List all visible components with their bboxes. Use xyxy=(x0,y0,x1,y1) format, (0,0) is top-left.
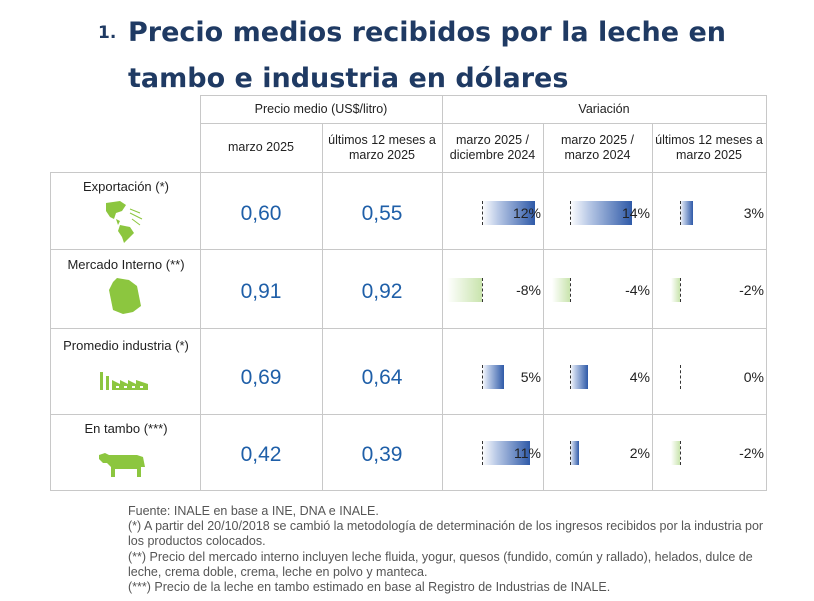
variation-bar-exportacion-1 xyxy=(482,201,535,225)
header-price-group: Precio medio (US$/litro) xyxy=(254,101,388,116)
grid-line xyxy=(50,414,766,415)
row-label-promedio-industria: Promedio industria (*) xyxy=(63,338,189,353)
header-col-var-dec: marzo 2025 / diciembre 2024 xyxy=(449,132,536,162)
price-12m-mercado-interno: 0,92 xyxy=(361,280,403,303)
grid-line xyxy=(766,95,767,491)
price-month-en-tambo: 0,42 xyxy=(240,443,282,466)
grid-line xyxy=(543,123,544,491)
variation-bar-mercado-interno-2 xyxy=(552,278,570,302)
header-variation-group: Variación xyxy=(578,101,630,116)
variation-bar-mercado-interno-3 xyxy=(671,278,680,302)
title-line-2: tambo e industria en dólares xyxy=(128,63,569,94)
grid-line xyxy=(652,123,653,491)
variation-value-exportacion-1: 12% xyxy=(512,205,541,221)
variation-value-promedio-industria-1: 5% xyxy=(520,369,541,385)
grid-line xyxy=(50,328,766,329)
variation-axis xyxy=(680,365,681,389)
variation-axis xyxy=(482,278,483,302)
variation-bar-exportacion-3 xyxy=(680,201,694,225)
variation-bar-promedio-industria-1 xyxy=(482,365,504,389)
variation-value-en-tambo-1: 11% xyxy=(514,445,541,461)
grid-line xyxy=(322,123,323,491)
variation-bar-en-tambo-1 xyxy=(482,441,531,465)
variation-axis xyxy=(482,201,483,225)
footnote-source: Fuente: INALE en base a INE, DNA e INALE… xyxy=(128,504,379,518)
variation-bar-en-tambo-2 xyxy=(570,441,579,465)
variation-axis xyxy=(570,441,571,465)
page-title: 1. Precio medios recibidos por la leche e… xyxy=(98,10,798,102)
cow-icon xyxy=(99,453,145,477)
uruguay-map-icon xyxy=(109,278,141,314)
grid-line xyxy=(442,95,443,491)
variation-bar-en-tambo-3 xyxy=(671,441,680,465)
variation-axis xyxy=(680,278,681,302)
grid-line xyxy=(200,95,766,96)
row-label-mercado-interno: Mercado Interno (**) xyxy=(67,257,185,272)
header-col-var-year: marzo 2025 / marzo 2024 xyxy=(561,132,634,162)
grid-line xyxy=(50,249,766,250)
grid-line xyxy=(200,123,766,124)
price-12m-promedio-industria: 0,64 xyxy=(361,366,403,389)
footnote-farm: (***) Precio de la leche en tambo estima… xyxy=(128,580,611,595)
variation-bar-promedio-industria-2 xyxy=(570,365,588,389)
variation-axis xyxy=(570,278,571,302)
footnote-domestic: (**) Precio del mercado interno incluyen… xyxy=(128,549,753,579)
price-month-mercado-interno: 0,91 xyxy=(240,280,282,303)
grid-line xyxy=(50,172,766,173)
variation-value-promedio-industria-2: 4% xyxy=(629,369,650,385)
variation-value-mercado-interno-2: -4% xyxy=(625,282,650,298)
americas-map-icon xyxy=(106,201,143,243)
variation-axis xyxy=(680,201,681,225)
variation-value-mercado-interno-3: -2% xyxy=(739,282,764,298)
footnotes: Fuente: INALE en base a INE, DNA e INALE… xyxy=(128,504,768,595)
header-col-month: marzo 2025 xyxy=(227,140,294,154)
factory-icon xyxy=(100,372,148,390)
variation-value-mercado-interno-1: -8% xyxy=(516,282,541,298)
variation-value-en-tambo-2: 2% xyxy=(629,445,650,461)
variation-value-exportacion-3: 3% xyxy=(743,205,764,221)
row-label-exportacion: Exportación (*) xyxy=(83,179,169,194)
variation-value-promedio-industria-3: 0% xyxy=(743,369,764,385)
variation-axis xyxy=(570,365,571,389)
variation-bar-mercado-interno-1 xyxy=(446,278,482,302)
row-label-en-tambo: En tambo (***) xyxy=(84,421,168,436)
header-col-12m: últimos 12 meses a marzo 2025 xyxy=(328,132,436,162)
header-col-var-12m: últimos 12 meses a marzo 2025 xyxy=(655,132,763,162)
variation-axis xyxy=(680,441,681,465)
grid-line xyxy=(50,172,51,491)
variation-value-en-tambo-3: -2% xyxy=(739,445,764,461)
price-12m-exportacion: 0,55 xyxy=(361,202,403,225)
variation-value-exportacion-2: 14% xyxy=(621,205,650,221)
variation-bar-exportacion-2 xyxy=(570,201,632,225)
title-line-1: Precio medios recibidos por la leche en xyxy=(128,17,726,48)
grid-line xyxy=(200,95,201,491)
price-month-exportacion: 0,60 xyxy=(240,202,282,225)
variation-axis xyxy=(482,365,483,389)
price-12m-en-tambo: 0,39 xyxy=(361,443,403,466)
title-number: 1. xyxy=(98,23,117,43)
footnote-industry: (*) A partir del 20/10/2018 se cambió la… xyxy=(128,519,764,549)
variation-axis xyxy=(482,441,483,465)
variation-axis xyxy=(570,201,571,225)
price-month-promedio-industria: 0,69 xyxy=(240,366,282,389)
grid-line xyxy=(50,490,766,491)
